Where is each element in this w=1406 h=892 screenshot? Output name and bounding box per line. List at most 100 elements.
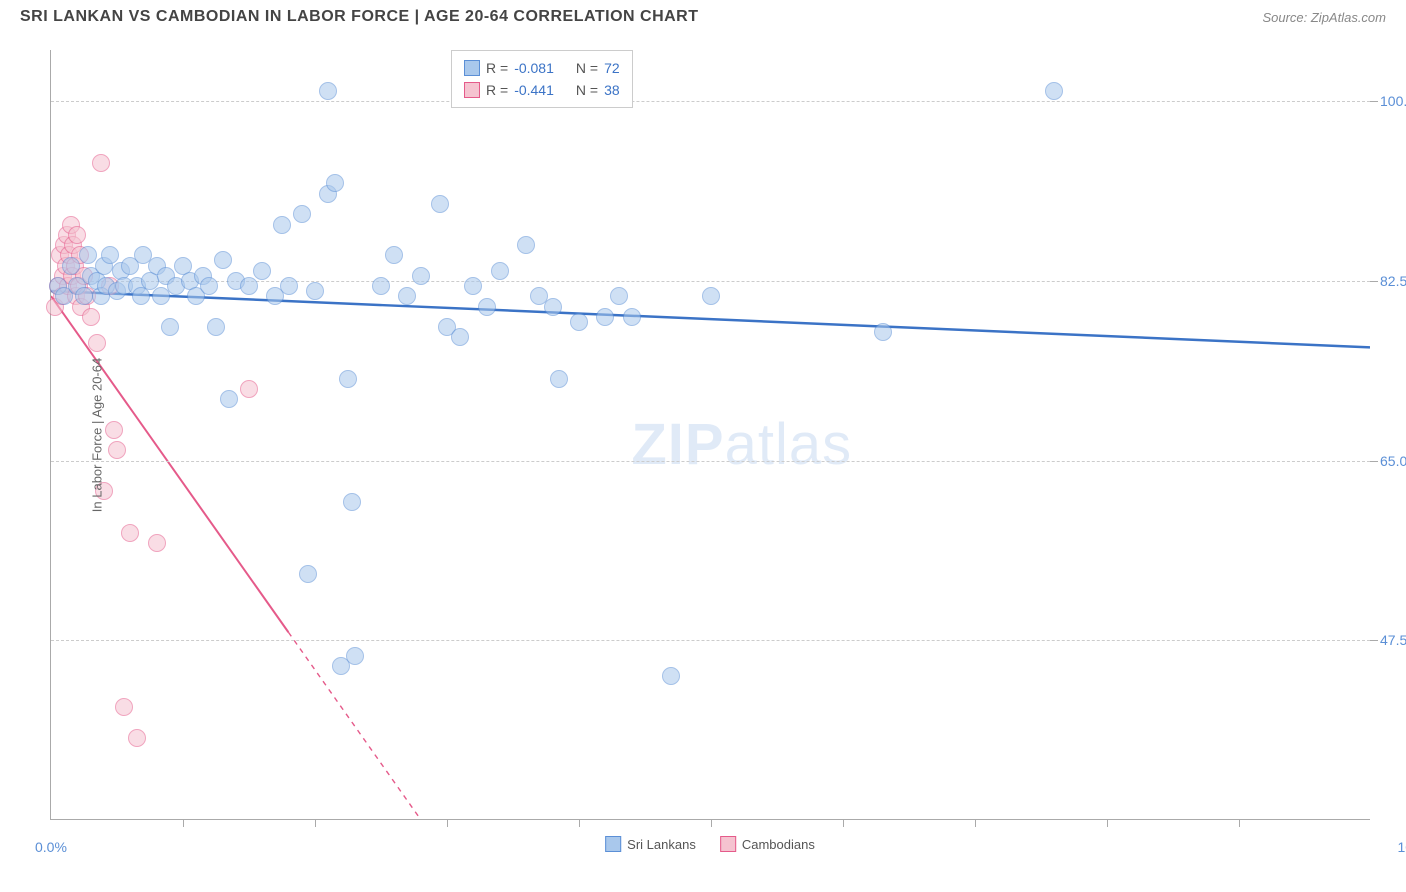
data-point-sri_lankans (1045, 82, 1063, 100)
r-value: -0.081 (514, 57, 554, 79)
n-value: 72 (604, 57, 620, 79)
data-point-sri_lankans (610, 287, 628, 305)
data-point-sri_lankans (874, 323, 892, 341)
data-point-sri_lankans (662, 667, 680, 685)
data-point-sri_lankans (161, 318, 179, 336)
x-tick (315, 819, 316, 827)
data-point-sri_lankans (385, 246, 403, 264)
x-tick (579, 819, 580, 827)
data-point-sri_lankans (544, 298, 562, 316)
data-point-sri_lankans (343, 493, 361, 511)
data-point-sri_lankans (79, 246, 97, 264)
data-point-sri_lankans (623, 308, 641, 326)
source-attribution: Source: ZipAtlas.com (1262, 10, 1386, 25)
data-point-sri_lankans (478, 298, 496, 316)
data-point-cambodians (115, 698, 133, 716)
n-value: 38 (604, 79, 620, 101)
source-prefix: Source: (1262, 10, 1310, 25)
legend-swatch-icon (720, 836, 736, 852)
r-label: R = (486, 79, 508, 101)
data-point-cambodians (105, 421, 123, 439)
plot-area: ZIPatlas R = -0.081 N = 72 R = -0.441 N … (50, 50, 1370, 820)
data-point-sri_lankans (464, 277, 482, 295)
data-point-cambodians (108, 441, 126, 459)
source-name: ZipAtlas.com (1311, 10, 1386, 25)
data-point-sri_lankans (62, 257, 80, 275)
data-point-sri_lankans (346, 647, 364, 665)
legend-label: Cambodians (742, 837, 815, 852)
y-tick (1370, 640, 1378, 641)
y-tick-label: 82.5% (1380, 273, 1406, 289)
x-tick (1107, 819, 1108, 827)
gridline (51, 640, 1370, 641)
data-point-sri_lankans (517, 236, 535, 254)
data-point-sri_lankans (372, 277, 390, 295)
legend-swatch-sri-lankans (464, 60, 480, 76)
trend-lines-svg (51, 50, 1370, 819)
x-tick (447, 819, 448, 827)
data-point-cambodians (92, 154, 110, 172)
legend-item-cambodians: Cambodians (720, 836, 815, 852)
watermark-bold: ZIP (631, 412, 724, 477)
gridline (51, 461, 1370, 462)
data-point-sri_lankans (200, 277, 218, 295)
chart-header: SRI LANKAN VS CAMBODIAN IN LABOR FORCE |… (0, 0, 1406, 34)
y-tick-label: 65.0% (1380, 453, 1406, 469)
data-point-sri_lankans (220, 390, 238, 408)
legend-swatch-cambodians (464, 82, 480, 98)
data-point-sri_lankans (280, 277, 298, 295)
y-tick (1370, 101, 1378, 102)
data-point-sri_lankans (207, 318, 225, 336)
gridline (51, 101, 1370, 102)
data-point-sri_lankans (319, 82, 337, 100)
y-tick-label: 47.5% (1380, 632, 1406, 648)
trend-line-cambodians (51, 296, 288, 632)
data-point-cambodians (128, 729, 146, 747)
data-point-cambodians (240, 380, 258, 398)
data-point-cambodians (148, 534, 166, 552)
data-point-sri_lankans (596, 308, 614, 326)
data-point-sri_lankans (491, 262, 509, 280)
data-point-sri_lankans (253, 262, 271, 280)
legend-item-sri-lankans: Sri Lankans (605, 836, 696, 852)
x-axis-max-label: 100.0% (1398, 839, 1406, 855)
data-point-sri_lankans (240, 277, 258, 295)
data-point-cambodians (121, 524, 139, 542)
x-tick (975, 819, 976, 827)
y-tick (1370, 461, 1378, 462)
data-point-sri_lankans (702, 287, 720, 305)
r-value: -0.441 (514, 79, 554, 101)
watermark-rest: atlas (725, 412, 853, 477)
watermark: ZIPatlas (631, 411, 852, 478)
data-point-sri_lankans (152, 287, 170, 305)
data-point-sri_lankans (550, 370, 568, 388)
x-tick (843, 819, 844, 827)
correlation-legend-box: R = -0.081 N = 72 R = -0.441 N = 38 (451, 50, 633, 108)
data-point-sri_lankans (75, 287, 93, 305)
data-point-cambodians (68, 226, 86, 244)
chart-container: ZIPatlas R = -0.081 N = 72 R = -0.441 N … (50, 50, 1370, 820)
y-tick-label: 100.0% (1380, 93, 1406, 109)
data-point-sri_lankans (293, 205, 311, 223)
data-point-cambodians (88, 334, 106, 352)
legend-row-cambodians: R = -0.441 N = 38 (464, 79, 620, 101)
data-point-sri_lankans (412, 267, 430, 285)
data-point-cambodians (82, 308, 100, 326)
data-point-sri_lankans (398, 287, 416, 305)
x-axis-min-label: 0.0% (35, 839, 67, 855)
y-axis-label: In Labor Force | Age 20-64 (90, 358, 105, 512)
data-point-sri_lankans (214, 251, 232, 269)
data-point-sri_lankans (326, 174, 344, 192)
data-point-sri_lankans (306, 282, 324, 300)
data-point-sri_lankans (273, 216, 291, 234)
legend-label: Sri Lankans (627, 837, 696, 852)
data-point-sri_lankans (451, 328, 469, 346)
y-tick (1370, 281, 1378, 282)
series-legend: Sri Lankans Cambodians (605, 836, 815, 852)
x-tick (711, 819, 712, 827)
data-point-sri_lankans (570, 313, 588, 331)
chart-title: SRI LANKAN VS CAMBODIAN IN LABOR FORCE |… (20, 8, 699, 26)
data-point-sri_lankans (132, 287, 150, 305)
legend-swatch-icon (605, 836, 621, 852)
n-label: N = (576, 79, 598, 101)
